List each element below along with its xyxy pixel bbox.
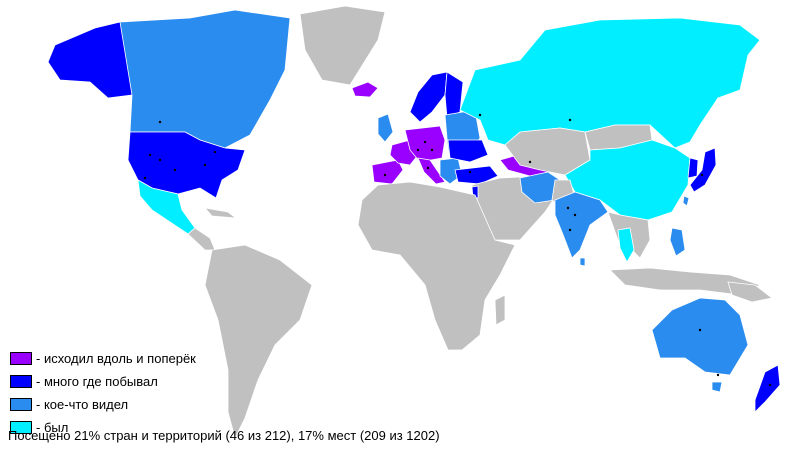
region-madagascar[interactable] <box>494 294 506 326</box>
region-australia[interactable] <box>651 297 749 376</box>
place-marker <box>423 140 427 144</box>
legend-label: - был <box>36 420 69 435</box>
place-marker <box>158 158 162 162</box>
place-marker <box>426 166 430 170</box>
region-africa[interactable] <box>357 181 516 351</box>
region-iceland[interactable] <box>351 81 379 98</box>
region-central-america[interactable] <box>187 227 216 251</box>
region-italy[interactable] <box>417 157 446 185</box>
region-new-zealand[interactable] <box>754 364 781 413</box>
place-marker <box>158 120 162 124</box>
legend-label: - исходил вдоль и поперёк <box>36 351 196 366</box>
legend-swatch <box>10 421 32 434</box>
place-marker <box>528 160 532 164</box>
region-philippines[interactable] <box>669 227 686 257</box>
visited-summary: Посещено 21% стран и территорий (46 из 2… <box>8 428 440 443</box>
legend-label: - кое-что видел <box>36 397 129 412</box>
legend-item-level-4: - был <box>10 416 196 439</box>
region-ukraine[interactable] <box>447 139 489 163</box>
place-marker <box>573 213 577 217</box>
legend-item-level-1: - исходил вдоль и поперёк <box>10 347 196 370</box>
place-marker <box>383 173 387 177</box>
place-marker <box>173 168 177 172</box>
region-south-america[interactable] <box>204 244 313 440</box>
place-marker <box>568 228 572 232</box>
region-greenland[interactable] <box>299 5 386 86</box>
legend-swatch <box>10 398 32 411</box>
place-marker <box>768 383 772 387</box>
visited-place-markers <box>143 113 772 387</box>
place-marker <box>416 148 420 152</box>
place-marker <box>468 170 472 174</box>
region-canada[interactable] <box>119 9 291 149</box>
region-thailand[interactable] <box>617 227 635 263</box>
region-japan[interactable] <box>689 147 717 193</box>
place-marker <box>148 153 152 157</box>
place-marker <box>478 113 482 117</box>
place-marker <box>698 328 702 332</box>
legend-label: - много где побывал <box>36 374 158 389</box>
place-marker <box>430 148 434 152</box>
region-sri-lanka[interactable] <box>579 257 586 267</box>
region-british-isles[interactable] <box>377 113 394 143</box>
region-finland[interactable] <box>444 71 464 119</box>
region-tasmania[interactable] <box>711 381 723 393</box>
region-iberia[interactable] <box>371 159 404 185</box>
legend-item-level-2: - много где побывал <box>10 370 196 393</box>
place-marker <box>700 173 704 177</box>
region-scandinavia[interactable] <box>409 71 448 123</box>
legend-swatch <box>10 375 32 388</box>
region-new-guinea[interactable] <box>727 281 773 303</box>
region-cuba[interactable] <box>203 207 238 219</box>
place-marker <box>203 163 207 167</box>
place-marker <box>213 150 217 154</box>
place-marker <box>143 176 147 180</box>
region-central-europe[interactable] <box>404 125 446 163</box>
place-marker <box>566 206 570 210</box>
place-marker <box>568 118 572 122</box>
region-alaska[interactable] <box>47 21 133 99</box>
map-legend: - исходил вдоль и поперёк - много где по… <box>10 347 196 439</box>
place-marker <box>716 373 720 377</box>
legend-item-level-3: - кое-что видел <box>10 393 196 416</box>
region-taiwan[interactable] <box>682 195 690 207</box>
region-india[interactable] <box>554 191 609 259</box>
region-korea[interactable] <box>687 157 699 179</box>
region-turkey[interactable] <box>454 165 499 185</box>
legend-swatch <box>10 352 32 365</box>
